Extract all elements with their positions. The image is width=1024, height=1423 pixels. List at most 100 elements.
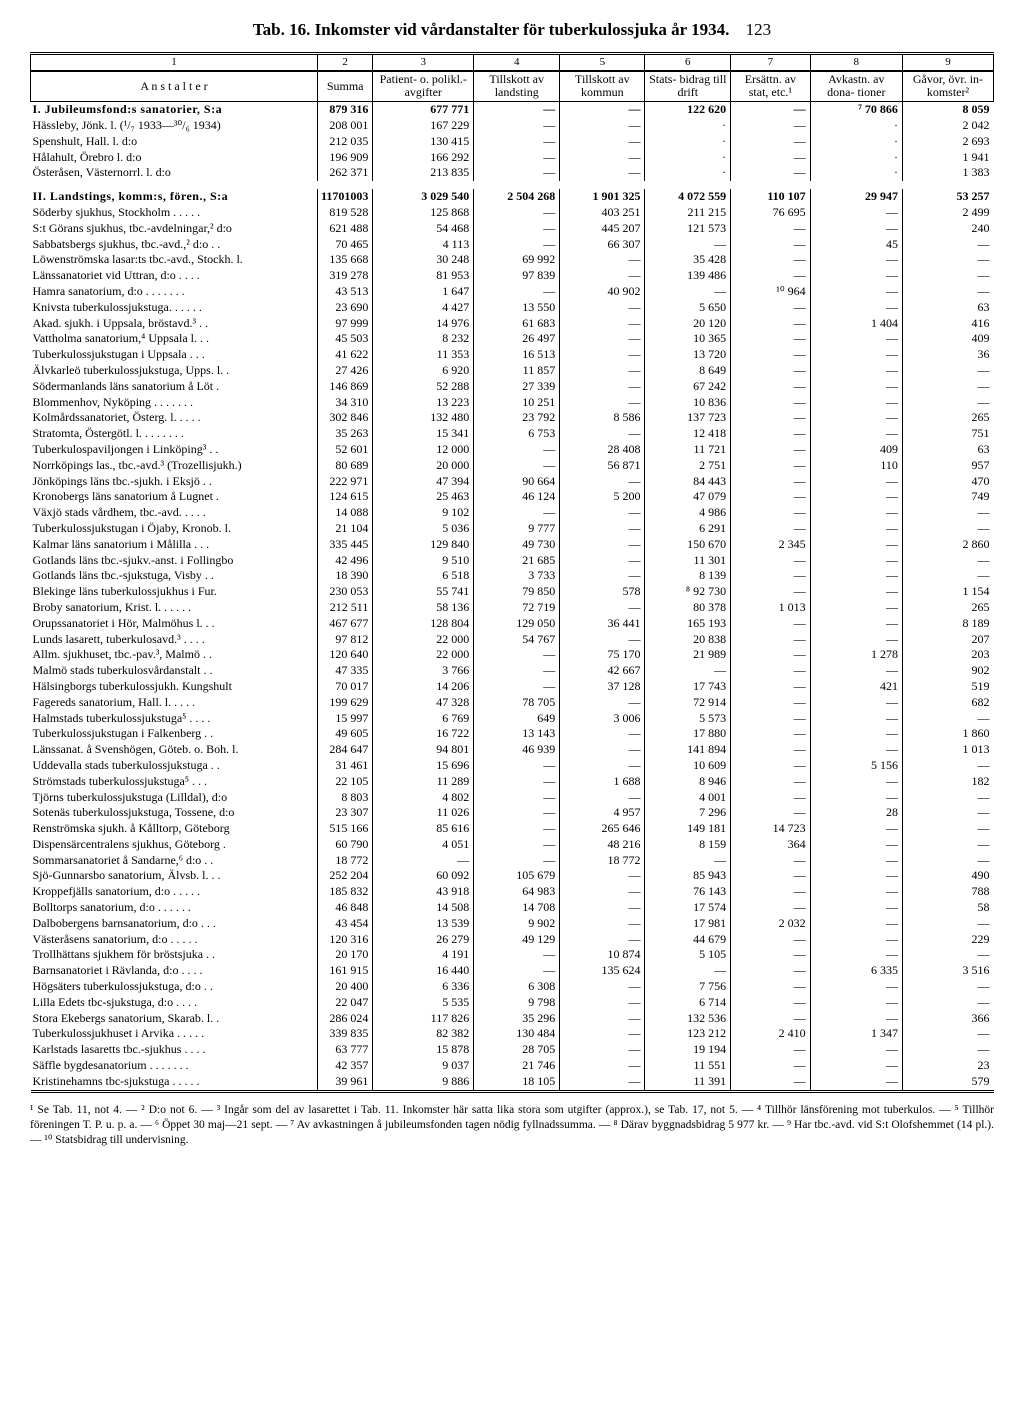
- cell: 8 059: [902, 102, 993, 118]
- cell: 6 518: [373, 568, 474, 584]
- cell: 409: [902, 331, 993, 347]
- cell: —: [731, 489, 811, 505]
- colnum-7: 7: [731, 54, 811, 71]
- row-name: Sabbatsbergs sjukhus, tbc.-avd.,² d:o . …: [31, 237, 318, 253]
- cell: —: [373, 853, 474, 869]
- cell: —: [810, 790, 902, 806]
- cell: 10 365: [645, 331, 731, 347]
- cell: —: [902, 237, 993, 253]
- cell: ·: [810, 134, 902, 150]
- cell: —: [731, 868, 811, 884]
- cell: 16 513: [474, 347, 560, 363]
- cell: 207: [902, 632, 993, 648]
- cell: —: [810, 853, 902, 869]
- cell: —: [474, 237, 560, 253]
- cell: 35 263: [318, 426, 373, 442]
- cell: 40 902: [560, 284, 645, 300]
- cell: 1 404: [810, 316, 902, 332]
- cell: 110 107: [731, 189, 811, 205]
- cell: 19 194: [645, 1042, 731, 1058]
- cell: 5 156: [810, 758, 902, 774]
- row-name: Malmö stads tuberkulosvårdanstalt . .: [31, 663, 318, 679]
- cell: 42 667: [560, 663, 645, 679]
- cell: —: [731, 726, 811, 742]
- cell: 5 105: [645, 947, 731, 963]
- cell: 213 835: [373, 165, 474, 181]
- cell: 49 605: [318, 726, 373, 742]
- table-row: Uddevalla stads tuberkulossjukstuga . .3…: [31, 758, 994, 774]
- table-row: Löwenströmska lasar:ts tbc.-avd., Stockh…: [31, 252, 994, 268]
- cell: —: [560, 884, 645, 900]
- cell: —: [902, 1042, 993, 1058]
- cell: —: [731, 663, 811, 679]
- cell: 46 848: [318, 900, 373, 916]
- table-row: Österåsen, Västernorrl. l. d:o262 371213…: [31, 165, 994, 181]
- cell: 229: [902, 932, 993, 948]
- cell: 26 497: [474, 331, 560, 347]
- cell: 222 971: [318, 474, 373, 490]
- table-row: Växjö stads vårdhem, tbc.-avd. . . . .14…: [31, 505, 994, 521]
- footnotes: ¹ Se Tab. 11, not 4. — ² D:o not 6. — ³ …: [30, 1103, 994, 1148]
- cell: 123 212: [645, 1026, 731, 1042]
- row-name: Österåsen, Västernorrl. l. d:o: [31, 165, 318, 181]
- cell: 47 335: [318, 663, 373, 679]
- cell: 284 647: [318, 742, 373, 758]
- cell: —: [560, 979, 645, 995]
- cell: —: [810, 410, 902, 426]
- cell: 1 013: [731, 600, 811, 616]
- cell: —: [810, 331, 902, 347]
- cell: —: [731, 963, 811, 979]
- cell: —: [560, 568, 645, 584]
- cell: 28 705: [474, 1042, 560, 1058]
- cell: —: [731, 979, 811, 995]
- cell: 208 001: [318, 118, 373, 134]
- cell: 421: [810, 679, 902, 695]
- cell: 18 772: [318, 853, 373, 869]
- cell: —: [902, 395, 993, 411]
- cell: —: [902, 853, 993, 869]
- cell: 60 092: [373, 868, 474, 884]
- row-name: Hamra sanatorium, d:o . . . . . . .: [31, 284, 318, 300]
- cell: —: [474, 284, 560, 300]
- cell: 1 860: [902, 726, 993, 742]
- table-row: Stratomta, Östergötl. l. . . . . . . .35…: [31, 426, 994, 442]
- table-row: Halmstads tuberkulossjukstuga⁵ . . . .15…: [31, 711, 994, 727]
- cell: 22 047: [318, 995, 373, 1011]
- cell: 52 601: [318, 442, 373, 458]
- cell: —: [810, 979, 902, 995]
- cell: 146 869: [318, 379, 373, 395]
- row-name: Broby sanatorium, Krist. l. . . . . .: [31, 600, 318, 616]
- cell: ¹⁰ 964: [731, 284, 811, 300]
- cell: —: [810, 379, 902, 395]
- cell: —: [560, 150, 645, 166]
- row-name: Västeråsens sanatorium, d:o . . . . .: [31, 932, 318, 948]
- cell: 9 886: [373, 1074, 474, 1091]
- cell: 16 440: [373, 963, 474, 979]
- table-row: Gotlands läns tbc.-sjukv.-anst. i Follin…: [31, 553, 994, 569]
- cell: 21 746: [474, 1058, 560, 1074]
- cell: 788: [902, 884, 993, 900]
- table-row: Broby sanatorium, Krist. l. . . . . .212…: [31, 600, 994, 616]
- cell: —: [560, 726, 645, 742]
- cell: 79 850: [474, 584, 560, 600]
- cell: —: [731, 758, 811, 774]
- table-row: Södermanlands läns sanatorium å Löt .146…: [31, 379, 994, 395]
- cell: 1 383: [902, 165, 993, 181]
- cell: —: [731, 742, 811, 758]
- cell: 6 308: [474, 979, 560, 995]
- cell: —: [731, 300, 811, 316]
- hdr-ersattn: Ersättn. av stat, etc.¹: [731, 71, 811, 102]
- cell: —: [810, 600, 902, 616]
- cell: 2 032: [731, 916, 811, 932]
- cell: ·: [810, 165, 902, 181]
- table-row: Tuberkulospaviljongen i Linköping³ . .52…: [31, 442, 994, 458]
- cell: 122 620: [645, 102, 731, 118]
- cell: —: [810, 300, 902, 316]
- cell: 47 394: [373, 474, 474, 490]
- row-name: Tuberkulossjukstugan i Uppsala . . .: [31, 347, 318, 363]
- table-row: Gotlands läns tbc.-sjukstuga, Visby . .1…: [31, 568, 994, 584]
- cell: —: [560, 600, 645, 616]
- cell: —: [645, 853, 731, 869]
- cell: —: [902, 711, 993, 727]
- row-name: S:t Görans sjukhus, tbc.-avdelningar,² d…: [31, 221, 318, 237]
